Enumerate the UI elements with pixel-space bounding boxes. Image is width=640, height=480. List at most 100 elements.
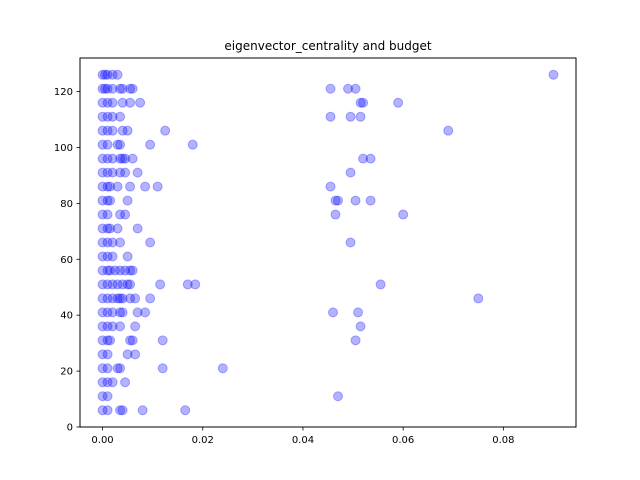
data-point	[102, 209, 113, 220]
data-point	[365, 195, 376, 206]
data-point	[120, 167, 131, 178]
data-point	[117, 279, 128, 290]
data-point	[102, 293, 113, 304]
data-point	[135, 97, 146, 108]
data-point	[102, 377, 113, 388]
data-point	[102, 335, 113, 346]
data-point	[125, 83, 136, 94]
x-tick-label: 0.08	[492, 435, 514, 446]
data-point	[110, 265, 121, 276]
data-point	[107, 321, 118, 332]
data-point	[115, 321, 126, 332]
data-point	[102, 391, 113, 402]
data-point	[107, 279, 118, 290]
data-point	[97, 97, 108, 108]
x-tick-label: 0.00	[91, 435, 113, 446]
data-point	[97, 153, 108, 164]
data-point	[157, 363, 168, 374]
data-point	[102, 69, 113, 80]
data-point	[145, 237, 156, 248]
data-point	[102, 181, 113, 192]
data-point	[325, 181, 336, 192]
data-point	[117, 83, 128, 94]
data-point	[355, 97, 366, 108]
data-point	[112, 181, 123, 192]
data-point	[117, 307, 128, 318]
data-point	[112, 293, 123, 304]
data-point	[112, 139, 123, 150]
data-point	[160, 125, 171, 136]
data-point	[112, 363, 123, 374]
data-point	[105, 265, 116, 276]
data-point	[97, 223, 108, 234]
data-point	[102, 167, 113, 178]
data-point	[97, 265, 108, 276]
data-point	[107, 69, 118, 80]
data-point	[140, 181, 151, 192]
chart-title: eigenvector_centrality and budget	[224, 39, 431, 53]
data-point	[102, 125, 113, 136]
data-point	[102, 237, 113, 248]
data-point	[350, 335, 361, 346]
data-point	[115, 153, 126, 164]
data-point	[102, 97, 113, 108]
x-tick-label: 0.06	[392, 435, 414, 446]
points-layer	[97, 69, 559, 416]
data-point	[130, 321, 141, 332]
data-point	[112, 223, 123, 234]
data-point	[97, 251, 108, 262]
data-point	[132, 223, 143, 234]
data-point	[365, 153, 376, 164]
data-point	[105, 181, 116, 192]
data-point	[125, 293, 136, 304]
x-tick-label: 0.02	[192, 435, 214, 446]
data-point	[125, 181, 136, 192]
data-point	[140, 307, 151, 318]
data-point	[102, 321, 113, 332]
data-point	[122, 125, 133, 136]
data-point	[443, 125, 454, 136]
data-point	[107, 97, 118, 108]
data-point	[117, 293, 128, 304]
data-point	[97, 195, 108, 206]
data-point	[102, 405, 113, 416]
data-point	[115, 139, 126, 150]
data-point	[97, 69, 108, 80]
data-point	[345, 237, 356, 248]
data-point	[107, 153, 118, 164]
data-point	[393, 97, 404, 108]
data-point	[353, 307, 364, 318]
data-point	[102, 139, 113, 150]
data-point	[102, 153, 113, 164]
data-point	[102, 195, 113, 206]
y-axis: 0 20 40 60 80 100 120	[54, 87, 80, 434]
data-point	[100, 69, 111, 80]
data-point	[115, 209, 126, 220]
data-point	[107, 125, 118, 136]
data-point	[328, 307, 339, 318]
data-point	[115, 265, 126, 276]
y-tick-label: 20	[60, 367, 73, 378]
data-point	[115, 293, 126, 304]
data-point	[117, 125, 128, 136]
data-point	[125, 279, 136, 290]
data-point	[127, 83, 138, 94]
data-point	[182, 279, 193, 290]
data-point	[398, 209, 409, 220]
data-point	[97, 377, 108, 388]
data-point	[105, 223, 116, 234]
y-tick-label: 40	[60, 311, 73, 322]
data-point	[345, 167, 356, 178]
data-point	[325, 83, 336, 94]
data-point	[350, 83, 361, 94]
data-point	[120, 377, 131, 388]
data-point	[97, 209, 108, 220]
data-point	[125, 265, 136, 276]
data-point	[107, 377, 118, 388]
x-tick-label: 0.04	[292, 435, 314, 446]
y-tick-label: 80	[60, 199, 73, 210]
data-point	[102, 265, 113, 276]
data-point	[97, 167, 108, 178]
data-point	[97, 349, 108, 360]
